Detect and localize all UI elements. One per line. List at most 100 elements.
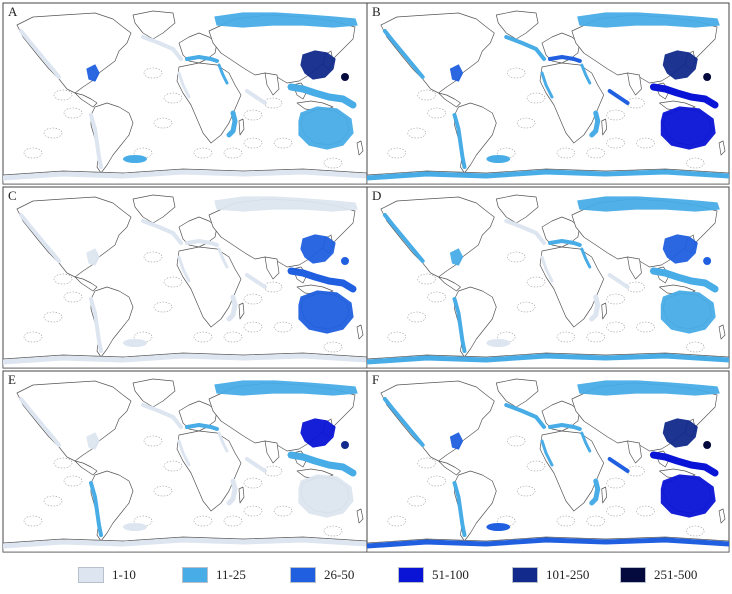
grid-cell	[243, 109, 263, 121]
grid-cell	[407, 495, 426, 507]
region-east-africa	[589, 110, 601, 138]
region-red-sea	[217, 63, 229, 85]
grid-cell	[636, 321, 655, 333]
grid-cell	[153, 485, 173, 497]
region-se-asia	[649, 267, 719, 293]
region-south-america	[452, 481, 467, 537]
region-antarctic	[367, 169, 729, 181]
region-red-sea	[580, 247, 592, 269]
region-caribbean	[449, 432, 464, 450]
region-antarctic	[3, 169, 367, 181]
region-australia	[660, 474, 716, 518]
region-north-atlantic	[504, 219, 547, 245]
map-panel-a: A	[2, 2, 368, 185]
region-arctic	[214, 196, 358, 212]
land-madagascar	[601, 118, 608, 136]
region-pacific-na	[19, 29, 61, 79]
grid-cell	[143, 435, 163, 447]
region-south-america	[89, 113, 103, 169]
land-central-america	[438, 92, 461, 108]
grid-cell	[606, 477, 625, 489]
region-east-africa	[226, 110, 238, 138]
legend-item-4: 51-100	[398, 566, 469, 584]
grid-cell	[685, 525, 705, 537]
region-east-africa	[226, 478, 238, 506]
legend-item-2: 11-25	[182, 566, 246, 584]
region-falklands	[486, 523, 511, 531]
legend-label-6: 251-500	[654, 567, 698, 582]
region-falklands	[486, 155, 511, 163]
land-madagascar	[238, 486, 245, 504]
grid-cell	[23, 147, 43, 159]
grid-cell	[243, 137, 263, 149]
grid-cell	[506, 435, 526, 447]
region-arctic	[214, 380, 358, 396]
map-panel-e: E	[2, 370, 368, 553]
region-japan	[662, 50, 698, 80]
grid-cell	[223, 515, 243, 527]
region-indian-ocean	[245, 273, 267, 289]
grid-cell	[43, 495, 63, 507]
land-africa	[176, 430, 242, 512]
legend-item-5: 101-250	[512, 566, 589, 584]
land-central-america	[74, 276, 98, 292]
land-new-zealand	[356, 324, 364, 340]
region-north-atlantic	[504, 403, 547, 429]
grid-cell	[153, 117, 173, 129]
grid-cell	[43, 311, 63, 323]
grid-cell	[407, 127, 426, 139]
region-west-africa	[540, 255, 554, 283]
map-content	[3, 378, 367, 552]
land-india	[627, 72, 642, 96]
region-australia	[660, 290, 716, 334]
grid-cell	[427, 291, 446, 303]
grid-cell	[556, 515, 576, 527]
region-mediterranean	[548, 423, 582, 431]
legend-swatch-2	[182, 567, 208, 583]
grid-cell	[223, 331, 243, 343]
region-pacific-na	[19, 213, 61, 263]
land-south-america	[90, 102, 134, 174]
grid-cell	[606, 137, 625, 149]
legend-label-1: 1-10	[112, 567, 136, 582]
legend-item-6: 251-500	[620, 566, 697, 584]
panel-label: F	[372, 372, 379, 387]
region-south-america	[452, 297, 467, 353]
region-antarctic	[3, 537, 367, 549]
grid-cell	[273, 321, 293, 333]
grid-cell	[133, 515, 153, 527]
region-se-asia	[287, 451, 357, 477]
region-east-africa	[589, 478, 601, 506]
legend-label-5: 101-250	[546, 567, 590, 582]
grid-cell	[323, 525, 343, 537]
region-japan	[662, 418, 698, 448]
grid-cell	[163, 276, 183, 288]
region-east-africa	[226, 294, 238, 322]
grid-cell	[193, 147, 213, 159]
land-new-zealand	[356, 508, 364, 524]
grid-cell	[163, 460, 183, 472]
region-north-atlantic	[141, 219, 183, 245]
region-polynesia	[341, 441, 349, 449]
grid-cell	[53, 89, 73, 101]
region-se-asia	[649, 83, 719, 109]
legend-label-4: 51-100	[432, 567, 469, 582]
region-red-sea	[217, 247, 229, 269]
grid-cell	[63, 475, 83, 487]
region-australia	[660, 106, 716, 150]
grid-cell	[685, 157, 705, 169]
land-new-zealand	[718, 140, 726, 156]
region-west-africa	[177, 439, 191, 467]
grid-cell	[63, 291, 83, 303]
grid-cell	[586, 147, 605, 159]
panel-label: E	[8, 372, 16, 387]
region-japan	[300, 50, 336, 80]
region-pacific-na	[382, 29, 425, 79]
land-madagascar	[601, 486, 608, 504]
grid-cell	[53, 273, 73, 285]
grid-cell	[243, 321, 263, 333]
region-arctic	[577, 12, 720, 28]
region-west-africa	[540, 71, 554, 99]
region-polynesia	[703, 441, 712, 449]
grid-cell	[516, 117, 536, 129]
